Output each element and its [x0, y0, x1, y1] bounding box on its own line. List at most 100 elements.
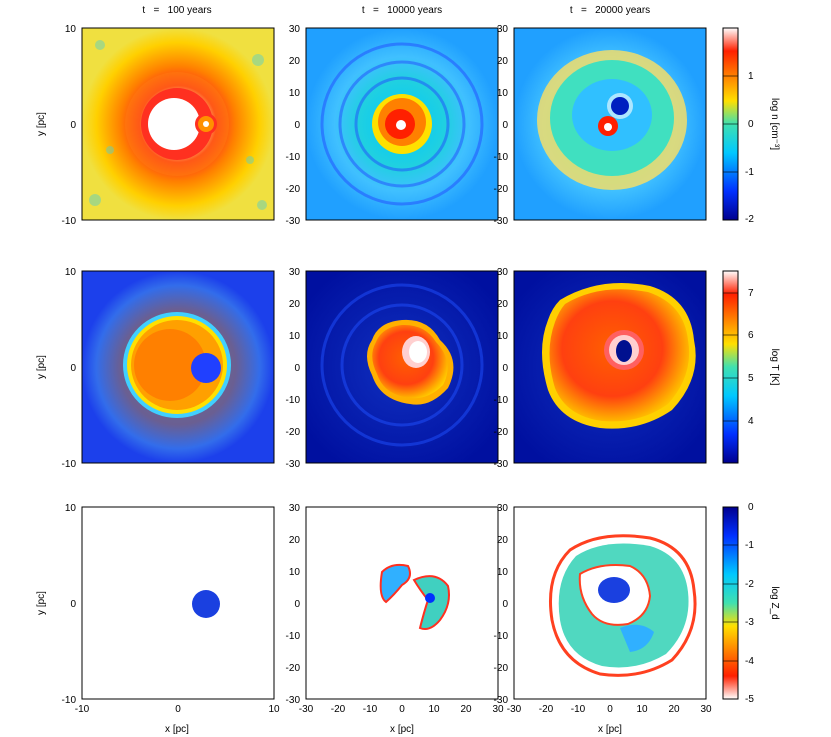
cbar3-tick-1: -1 — [745, 540, 754, 551]
panel-metal-t20000 — [513, 506, 707, 700]
panel-density-t20000 — [513, 27, 707, 221]
cbar2-tick-0: 7 — [748, 288, 754, 299]
xtick-col2-4: 10 — [428, 704, 440, 715]
colorbar-metallicity: 0 -1 -2 -3 -4 -5 log Z_d — [722, 502, 780, 705]
ytick-col2-row1-0: 30 — [289, 24, 301, 35]
ytick-col1-row1-0: 10 — [65, 24, 77, 35]
cbar1-label: log n [cm⁻³] — [769, 98, 780, 150]
row2-temperature: 7 6 5 4 log T [K] — [81, 270, 780, 464]
cbar1-tick-0: 1 — [748, 71, 754, 82]
xtick-col3-2: -10 — [571, 704, 586, 715]
ytick-col3-row2-0: 30 — [497, 267, 509, 278]
ytick-col2-row2-3: 0 — [294, 363, 300, 374]
ytick-col1-row2-0: 10 — [65, 267, 77, 278]
ytick-col1-row3-0: 10 — [65, 503, 77, 514]
ytick-col2-row1-3: 0 — [294, 120, 300, 131]
ylabel-row3: y [pc] — [36, 591, 47, 615]
ytick-col3-row2-3: 0 — [502, 363, 508, 374]
ytick-col3-row1-3: 0 — [502, 120, 508, 131]
xtick-col3-4: 10 — [636, 704, 648, 715]
xtick-col3-3: 0 — [607, 704, 613, 715]
ytick-col2-row3-1: 20 — [289, 535, 301, 546]
ytick-col1-row2-1: 0 — [70, 363, 76, 374]
xtick-col1-2: 10 — [268, 704, 280, 715]
cbar3-tick-3: -3 — [745, 617, 754, 628]
ytick-col3-row2-5: -20 — [494, 427, 509, 438]
ytick-col1-row2-2: -10 — [62, 459, 77, 470]
colorbar-density-ticks — [723, 75, 738, 173]
xlabel-col1: x [pc] — [165, 724, 189, 735]
column-title-1: t = 100 years — [142, 5, 211, 16]
ytick-col3-row1-5: -20 — [494, 184, 509, 195]
row3-metallicity: 0 -1 -2 -3 -4 -5 log Z_d — [81, 502, 780, 705]
xtick-col2-2: -10 — [363, 704, 378, 715]
ytick-col3-row3-4: -10 — [494, 631, 509, 642]
column-title-2: t = 10000 years — [362, 5, 442, 16]
cbar3-tick-5: -5 — [745, 694, 754, 705]
ytick-col2-row3-3: 0 — [294, 599, 300, 610]
ytick-col2-row3-6: -30 — [286, 695, 301, 706]
xtick-col2-3: 0 — [399, 704, 405, 715]
ytick-col2-row3-2: 10 — [289, 567, 301, 578]
panel-temp-t10000 — [305, 270, 499, 464]
xtick-col3-1: -20 — [539, 704, 554, 715]
ytick-col2-row2-4: -10 — [286, 395, 301, 406]
cbar1-tick-1: 0 — [748, 119, 754, 130]
ytick-col3-row1-1: 20 — [497, 56, 509, 67]
ytick-col2-row3-4: -10 — [286, 631, 301, 642]
ytick-col3-row1-4: -10 — [494, 152, 509, 163]
axis-tick-labels: 100-10100-10100-103020100-10-20-30302010… — [62, 24, 712, 715]
xtick-col3-0: -30 — [507, 704, 522, 715]
ytick-col2-row2-2: 10 — [289, 331, 301, 342]
xtick-col3-5: 20 — [668, 704, 680, 715]
xtick-col2-5: 20 — [460, 704, 472, 715]
ylabel-row1: y [pc] — [36, 112, 47, 136]
cbar2-tick-2: 5 — [748, 373, 754, 384]
ytick-col1-row3-2: -10 — [62, 695, 77, 706]
ytick-col3-row1-6: -30 — [494, 216, 509, 227]
ytick-col3-row3-5: -20 — [494, 663, 509, 674]
ytick-col3-row3-2: 10 — [497, 567, 509, 578]
ytick-col2-row1-4: -10 — [286, 152, 301, 163]
ytick-col2-row2-1: 20 — [289, 299, 301, 310]
panel-temp-t20000 — [513, 270, 707, 464]
cbar1-tick-2: -1 — [745, 167, 754, 178]
ytick-col1-row3-1: 0 — [70, 599, 76, 610]
ytick-col2-row2-6: -30 — [286, 459, 301, 470]
ytick-col2-row2-5: -20 — [286, 427, 301, 438]
ytick-col3-row1-2: 10 — [497, 88, 509, 99]
ytick-col3-row2-6: -30 — [494, 459, 509, 470]
xtick-col1-1: 0 — [175, 704, 181, 715]
panel-density-t100 — [81, 27, 275, 221]
ytick-col2-row1-2: 10 — [289, 88, 301, 99]
xtick-col2-0: -30 — [299, 704, 314, 715]
cbar2-tick-3: 4 — [748, 416, 754, 427]
ytick-col2-row1-6: -30 — [286, 216, 301, 227]
ytick-col3-row1-0: 30 — [497, 24, 509, 35]
xtick-col1-0: -10 — [75, 704, 90, 715]
cbar2-tick-1: 6 — [748, 330, 754, 341]
ytick-col1-row1-1: 0 — [70, 120, 76, 131]
ytick-col3-row3-6: -30 — [494, 695, 509, 706]
panel-metal-t100 — [81, 506, 275, 700]
ytick-col1-row1-2: -10 — [62, 216, 77, 227]
ytick-col3-row2-1: 20 — [497, 299, 509, 310]
cbar3-tick-4: -4 — [745, 656, 754, 667]
ytick-col2-row2-0: 30 — [289, 267, 301, 278]
ytick-col3-row3-1: 20 — [497, 535, 509, 546]
ytick-col3-row2-2: 10 — [497, 331, 509, 342]
ytick-col2-row1-1: 20 — [289, 56, 301, 67]
cbar3-tick-0: 0 — [748, 502, 754, 513]
cbar3-label: log Z_d — [769, 586, 780, 619]
xtick-col2-6: 30 — [492, 704, 504, 715]
colorbar-density: 1 0 -1 -2 log n [cm⁻³] — [722, 27, 780, 225]
ylabel-row2: y [pc] — [36, 355, 47, 379]
row1-density: 1 0 -1 -2 log n [cm⁻³] — [81, 27, 780, 225]
cbar3-tick-2: -2 — [745, 579, 754, 590]
ytick-col3-row3-0: 30 — [497, 503, 509, 514]
column-title-3: t = 20000 years — [570, 5, 650, 16]
xtick-col2-1: -20 — [331, 704, 346, 715]
cbar1-tick-3: -2 — [745, 214, 754, 225]
xlabel-col3: x [pc] — [598, 724, 622, 735]
